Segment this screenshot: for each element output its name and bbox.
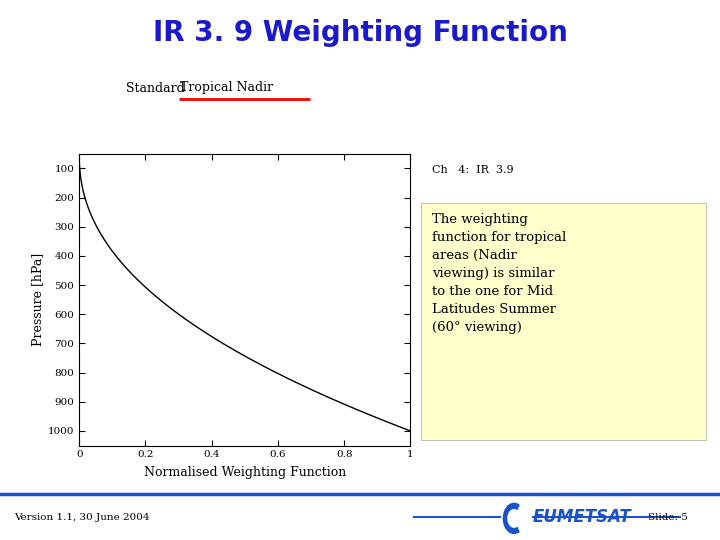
Text: Ch   4:  IR  3.9: Ch 4: IR 3.9: [432, 165, 513, 175]
Text: Standard: Standard: [126, 82, 193, 94]
Text: IR 3. 9 Weighting Function: IR 3. 9 Weighting Function: [153, 19, 567, 47]
X-axis label: Normalised Weighting Function: Normalised Weighting Function: [144, 467, 346, 480]
Text: Slide: 5: Slide: 5: [648, 512, 688, 522]
Text: EUMETSAT: EUMETSAT: [533, 508, 631, 526]
Text: The weighting
function for tropical
areas (Nadir
viewing) is similar
to the one : The weighting function for tropical area…: [432, 213, 566, 334]
Text: Version 1.1, 30 June 2004: Version 1.1, 30 June 2004: [14, 512, 150, 522]
Text: Tropical Nadir: Tropical Nadir: [180, 82, 273, 94]
Wedge shape: [503, 503, 520, 534]
Y-axis label: Pressure [hPa]: Pressure [hPa]: [31, 253, 44, 346]
